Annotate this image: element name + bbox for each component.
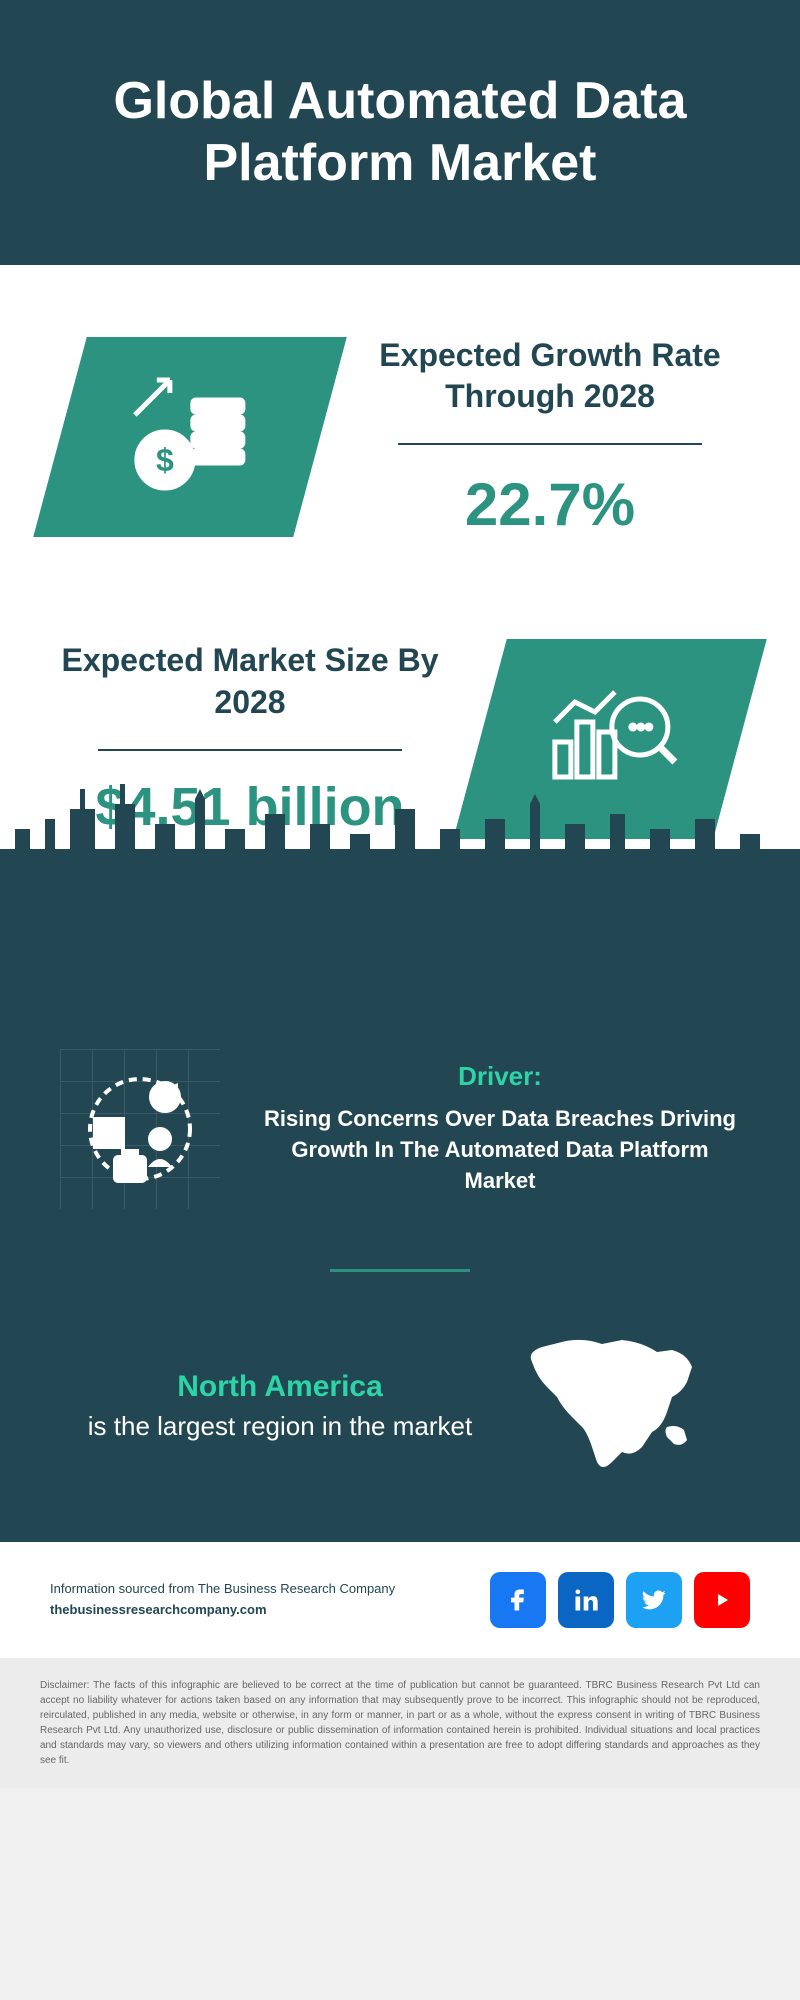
driver-description: Rising Concerns Over Data Breaches Drivi… (260, 1104, 740, 1196)
skyline-divider (0, 889, 800, 1009)
social-links (490, 1572, 750, 1628)
youtube-icon[interactable] (694, 1572, 750, 1628)
north-america-map-icon (512, 1332, 712, 1482)
divider (98, 749, 402, 751)
linkedin-icon[interactable] (558, 1572, 614, 1628)
coins-arrow-icon: $ (115, 364, 265, 509)
region-highlight: North America (88, 1370, 472, 1404)
divider (398, 443, 702, 445)
growth-text: Expected Growth Rate Through 2028 22.7% (360, 335, 740, 539)
facebook-icon[interactable] (490, 1572, 546, 1628)
spacer (0, 265, 800, 285)
driver-block: Driver: Rising Concerns Over Data Breach… (60, 1049, 740, 1209)
source-line2: thebusinessresearchcompany.com (50, 1600, 460, 1621)
growth-section: $ Expected Growth Rate Through 2028 22.7… (0, 285, 800, 589)
region-description: is the largest region in the market (88, 1408, 472, 1444)
disclaimer: Disclaimer: The facts of this infographi… (0, 1658, 800, 1788)
dark-section: Driver: Rising Concerns Over Data Breach… (0, 1009, 800, 1542)
growth-icon-panel: $ (33, 337, 347, 537)
driver-label: Driver: (260, 1061, 740, 1092)
driver-text: Driver: Rising Concerns Over Data Breach… (260, 1061, 740, 1196)
twitter-icon[interactable] (626, 1572, 682, 1628)
growth-label: Expected Growth Rate Through 2028 (360, 335, 740, 418)
header: Global Automated Data Platform Market (0, 0, 800, 265)
source-line1: Information sourced from The Business Re… (50, 1579, 460, 1600)
svg-text:$: $ (156, 441, 174, 477)
footer-source: Information sourced from The Business Re… (50, 1579, 460, 1621)
section-divider (330, 1269, 470, 1272)
market-size-label: Expected Market Size By 2028 (60, 640, 440, 723)
region-text: North America is the largest region in t… (88, 1370, 472, 1444)
region-block: North America is the largest region in t… (60, 1332, 740, 1482)
footer: Information sourced from The Business Re… (0, 1542, 800, 1658)
growth-value: 22.7% (360, 470, 740, 539)
page-title: Global Automated Data Platform Market (40, 70, 760, 195)
driver-icon (60, 1049, 220, 1209)
infographic-page: Global Automated Data Platform Market $ … (0, 0, 800, 1788)
